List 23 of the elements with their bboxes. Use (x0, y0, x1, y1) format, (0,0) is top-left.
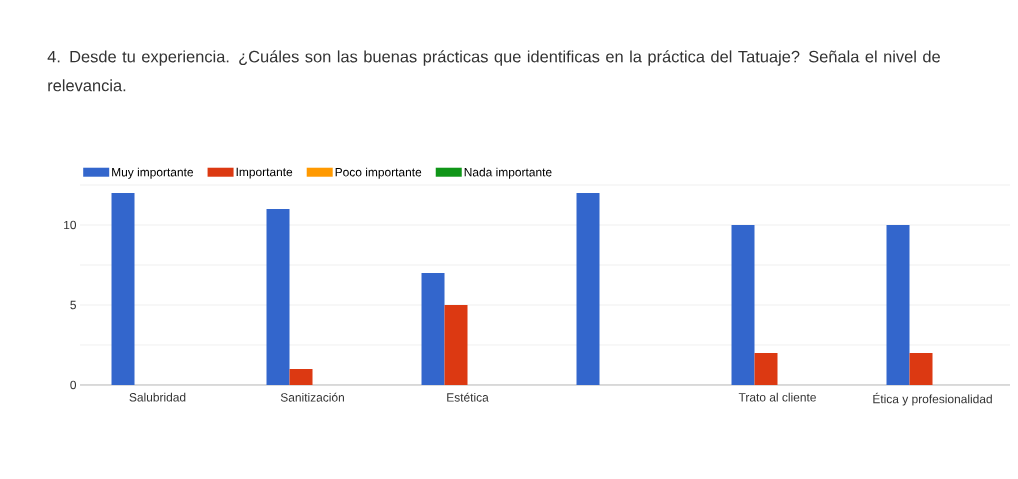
y-tick-label: 5 (70, 300, 76, 310)
legend-label: Nada importante (464, 167, 552, 179)
bar (576, 192, 600, 385)
bar (289, 368, 313, 385)
legend-label: Poco importante (335, 167, 422, 179)
bar (111, 192, 135, 385)
x-tick-label: Ética y profesionalidad (873, 392, 992, 406)
bar (754, 352, 778, 385)
bar (266, 208, 290, 385)
y-tick-label: 0 (70, 380, 77, 390)
legend-label: Importante (236, 167, 293, 179)
bar (886, 224, 910, 385)
x-tick-label: Sanitización (280, 392, 344, 402)
chart-title: 4. Desde tu experiencia. ¿Cuáles son las buenas prácticas que identificas en la práctica del Tatuaje? Señala el nivel de relevancia. (47, 50, 940, 92)
x-tick-label: Salubridad (129, 392, 186, 402)
x-tick-label: Trato al cliente (738, 392, 816, 402)
bar (731, 224, 755, 385)
y-tick-label: 10 (64, 220, 77, 230)
bar (421, 272, 445, 385)
x-tick-label: Estética (447, 392, 489, 402)
bar (444, 304, 468, 385)
bar (909, 352, 933, 385)
legend-label: Muy importante (112, 167, 194, 179)
